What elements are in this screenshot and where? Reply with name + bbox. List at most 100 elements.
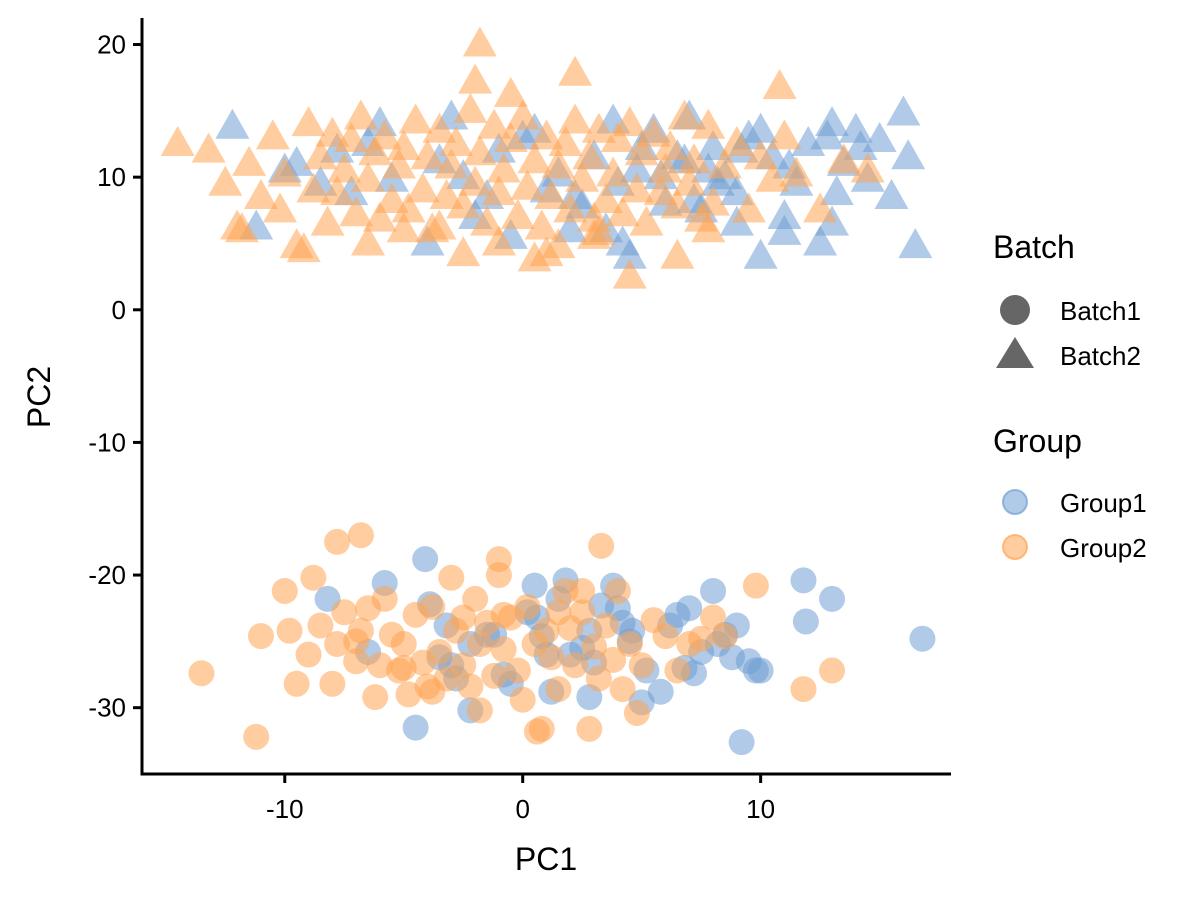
legend-label-group2: Group2 [1060,533,1147,563]
scatter-point-triangle [612,258,647,289]
scatter-point-triangle [677,143,712,174]
scatter-point-circle [592,612,619,639]
legend-title-group: Group [993,423,1082,459]
scatter-point-triangle [500,198,535,229]
scatter-point-triangle [391,192,426,223]
scatter-point-circle [521,572,548,599]
scatter-point-triangle [493,122,528,153]
scatter-point-circle [909,625,936,652]
scatter-point-triangle [850,152,885,183]
scatter-point-triangle [691,212,726,243]
scatter-point-triangle [624,135,659,166]
scatter-point-triangle [779,156,814,187]
scatter-point-triangle [565,161,600,192]
scatter-point-circle [481,662,508,689]
scatter-point-circle [324,631,351,658]
scatter-point-triangle [327,152,362,183]
scatter-point-triangle [612,238,647,269]
scatter-point-circle [647,678,674,705]
scatter-point-triangle [446,236,481,267]
scatter-point-triangle [374,183,409,214]
scatter-point-triangle [477,108,512,139]
scatter-point-triangle [267,156,302,187]
scatter-point-circle [490,636,517,663]
scatter-point-circle [514,593,541,620]
scatter-point-triangle [434,148,469,179]
scatter-point-triangle [208,165,243,196]
scatter-point-triangle [553,192,588,223]
scatter-point-triangle [719,126,754,156]
scatter-point-triangle [819,175,854,206]
scatter-point-circle [604,577,631,604]
scatter-point-triangle [429,179,464,210]
scatter-point-triangle [636,116,671,147]
scatter-point-circle [569,599,596,626]
scatter-point-circle [576,715,603,742]
scatter-point-triangle [381,148,416,179]
scatter-point-circle [585,665,612,692]
scatter-point-triangle [838,112,873,143]
scatter-point-circle [243,723,270,750]
scatter-point-triangle [619,152,654,183]
x-tick-label: -10 [266,794,304,824]
scatter-point-circle [485,546,512,573]
scatter-point-circle [609,676,636,703]
scatter-point-triangle [367,119,402,150]
scatter-point-triangle [224,212,259,243]
scatter-point-circle [616,631,643,658]
scatter-point-triangle [458,165,493,196]
scatter-point-circle [664,657,691,684]
y-tick-label: -10 [88,427,126,457]
x-axis-title: PC1 [515,841,577,877]
scatter-point-circle [402,714,429,741]
scatter-point-circle [319,670,346,697]
scatter-point-triangle [596,156,631,187]
points-layer [160,26,936,756]
scatter-point-circle [343,648,370,675]
scatter-point-triangle [462,135,497,166]
scatter-point-triangle [691,108,726,139]
scatter-point-circle [545,676,572,703]
legend-label-batch1: Batch1 [1060,296,1141,326]
scatter-point-triangle [422,209,457,240]
scatter-point-triangle [541,148,576,179]
scatter-point-triangle [660,238,695,269]
scatter-point-triangle [743,112,778,143]
scatter-point-circle [664,601,691,628]
scatter-point-triangle [263,192,298,223]
scatter-point-circle [509,686,536,713]
scatter-point-circle [462,585,489,612]
scatter-point-circle [412,546,439,573]
scatter-point-triangle [510,169,545,200]
scatter-point-triangle [398,103,433,134]
scatter-point-triangle [243,179,278,210]
scatter-point-circle [581,633,608,660]
scatter-point-circle [819,657,846,684]
y-axis-title: PC2 [21,366,57,428]
scatter-point-circle [466,697,493,724]
scatter-point-triangle [446,188,481,219]
scatter-point-circle [362,684,389,711]
scatter-point-triangle [358,135,393,166]
scatter-point-circle [247,623,274,650]
scatter-point-triangle [696,129,731,160]
scatter-point-triangle [386,212,421,243]
y-tick-label: 10 [97,162,126,192]
scatter-point-circle [300,564,327,591]
scatter-point-circle [390,654,417,681]
scatter-point-circle [271,577,298,604]
scatter-point-triangle [619,172,654,203]
scatter-point-triangle [558,103,593,134]
scatter-point-circle [457,673,484,700]
scatter-point-triangle [422,112,457,143]
scatter-point-circle [504,657,531,684]
scatter-point-triangle [581,112,616,143]
scatter-point-circle [188,660,215,687]
scatter-point-circle [343,628,370,655]
scatter-point-triangle [826,143,861,174]
scatter-point-triangle [605,196,640,227]
scatter-point-triangle [470,205,505,236]
scatter-point-circle [588,532,615,559]
scatter-point-triangle [612,106,647,137]
